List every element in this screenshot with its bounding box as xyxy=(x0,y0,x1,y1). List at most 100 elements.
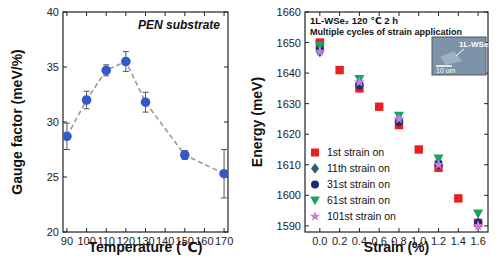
x-tick-top xyxy=(125,12,126,16)
y-tick-label: 40 xyxy=(47,6,59,18)
x-tick-label: 1.2 xyxy=(431,235,446,247)
error-cap xyxy=(221,197,227,198)
y-tick-right xyxy=(484,12,488,13)
y-tick-label: 1600 xyxy=(277,189,301,201)
y-tick-right xyxy=(224,232,228,233)
y-tick-label: 1610 xyxy=(277,159,301,171)
plot-frame xyxy=(63,12,228,232)
legend-label: 31st strain on xyxy=(327,178,390,190)
y-tick xyxy=(305,103,309,104)
marker-square xyxy=(335,66,343,74)
x-tick xyxy=(319,228,320,232)
x-tick-top xyxy=(66,12,67,16)
marker-square xyxy=(415,145,423,153)
x-tick xyxy=(224,228,225,232)
x-tick-top xyxy=(86,12,87,16)
y-tick xyxy=(63,12,67,13)
y-tick-label: 30 xyxy=(47,116,59,128)
y-tick-label: 1620 xyxy=(277,128,301,140)
x-tick-top xyxy=(458,12,459,16)
marker-star xyxy=(433,159,444,169)
y-tick-right xyxy=(224,122,228,123)
x-axis-label: Temperature (℃) xyxy=(89,239,203,255)
y-tick xyxy=(305,12,309,13)
y-tick xyxy=(305,225,309,226)
x-axis-label: Strain (%) xyxy=(364,239,429,255)
y-tick xyxy=(305,73,309,74)
y-tick xyxy=(63,232,67,233)
legend-item: 61st strain on xyxy=(310,194,390,206)
marker-circle xyxy=(219,169,228,179)
y-tick-right xyxy=(484,225,488,226)
y-tick-right xyxy=(484,164,488,165)
y-tick xyxy=(63,67,67,68)
legend-label: 1st strain on xyxy=(327,146,384,158)
error-cap xyxy=(123,51,129,52)
y-axis-label: Energy (meV) xyxy=(249,77,265,167)
y-tick-label: 35 xyxy=(47,61,59,73)
scale-label: 10 um xyxy=(436,67,456,74)
marker-diamond xyxy=(311,163,319,173)
chart-title: PEN substrate xyxy=(138,18,220,32)
y-tick xyxy=(63,122,67,123)
x-tick xyxy=(145,228,146,232)
x-tick-label: 1.4 xyxy=(451,235,466,247)
x-tick xyxy=(398,228,399,232)
error-cap xyxy=(84,108,90,109)
x-tick-top xyxy=(165,12,166,16)
marker-circle xyxy=(311,181,319,189)
marker-square xyxy=(311,149,319,157)
error-cap xyxy=(64,149,70,150)
y-tick xyxy=(305,42,309,43)
y-tick-right xyxy=(484,195,488,196)
inset-label: 1L-WSe₂ xyxy=(459,40,492,49)
x-tick xyxy=(125,228,126,232)
x-tick xyxy=(165,228,166,232)
marker-circle xyxy=(101,66,111,76)
error-cap xyxy=(84,91,90,92)
legend-label: 61st strain on xyxy=(327,194,390,206)
y-tick-label: 1640 xyxy=(277,67,301,79)
legend-item: 1st strain on xyxy=(311,146,384,158)
x-tick-top xyxy=(438,12,439,16)
y-tick-label: 1660 xyxy=(277,6,301,18)
marker-triangle xyxy=(310,197,320,206)
x-tick xyxy=(418,228,419,232)
inset-arrow xyxy=(456,49,464,56)
x-tick xyxy=(359,228,360,232)
x-tick-top xyxy=(418,12,419,16)
error-cap xyxy=(123,71,129,72)
chart: 901001101201301401501601702025303540Temp… xyxy=(9,6,234,255)
error-cap xyxy=(143,112,149,113)
marker-square xyxy=(454,194,462,202)
y-axis-label: Gauge factor (meV/%) xyxy=(9,49,25,194)
marker-square xyxy=(375,103,383,111)
x-tick xyxy=(339,228,340,232)
legend-label: 101st strain on xyxy=(327,210,396,222)
x-tick xyxy=(204,228,205,232)
x-tick xyxy=(86,228,87,232)
marker-star xyxy=(354,77,365,87)
x-tick-label: 0.0 xyxy=(312,235,327,247)
x-tick-label: 170 xyxy=(215,235,233,247)
y-tick-label: 1650 xyxy=(277,37,301,49)
x-tick-label: 90 xyxy=(61,235,73,247)
legend-item: 11th strain on xyxy=(311,162,390,174)
marker-circle xyxy=(141,97,151,107)
marker-circle xyxy=(121,57,131,67)
x-tick xyxy=(438,228,439,232)
marker-star xyxy=(394,113,405,123)
x-tick-top xyxy=(204,12,205,16)
annotation: 1L-WSe₂ 120 ℃ 2 h xyxy=(310,15,398,26)
y-tick xyxy=(305,134,309,135)
x-tick-label: 1.6 xyxy=(470,235,485,247)
x-tick-top xyxy=(184,12,185,16)
y-tick-right xyxy=(224,12,228,13)
y-tick xyxy=(305,195,309,196)
marker-star xyxy=(473,220,484,230)
x-tick-top xyxy=(398,12,399,16)
x-tick-top xyxy=(478,12,479,16)
marker-star xyxy=(310,211,320,221)
error-cap xyxy=(64,123,70,124)
x-tick-top xyxy=(145,12,146,16)
